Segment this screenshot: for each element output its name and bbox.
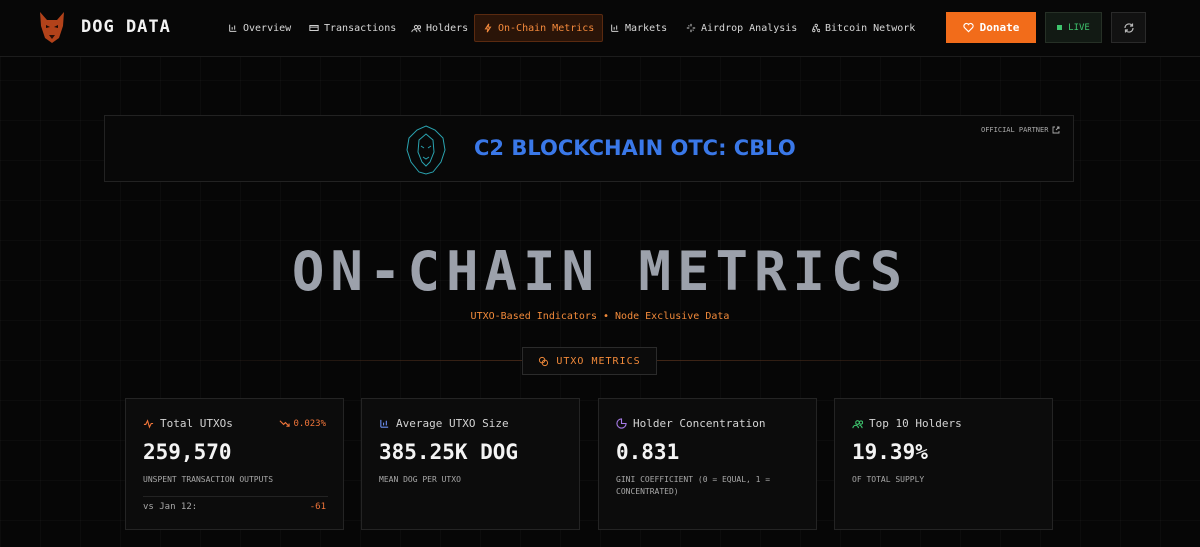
metric-card: Total UTXOs 0.023% 259,570 UNSPENT TRANSACT…: [125, 398, 344, 530]
nav-label: Markets: [625, 22, 668, 34]
section-label: UTXO METRICS: [556, 355, 641, 367]
card-caption: UNSPENT TRANSACTION OUTPUTS: [143, 475, 274, 484]
icon: [616, 418, 627, 429]
card-label-row: Holder Concentration: [616, 417, 765, 430]
nav-item[interactable]: Transactions: [300, 14, 405, 42]
change-value: 0.023%: [293, 418, 326, 429]
refresh-icon: [1123, 22, 1134, 33]
donate-button[interactable]: Donate: [946, 12, 1036, 43]
card-label: Top 10 Holders: [869, 417, 962, 430]
live-indicator[interactable]: LIVE: [1045, 12, 1102, 43]
icon: [852, 420, 863, 429]
card-label: Average UTXO Size: [396, 417, 509, 430]
card-label: Total UTXOs: [160, 417, 233, 430]
nav-item[interactable]: Overview: [219, 14, 300, 42]
donate-label: Donate: [979, 21, 1020, 34]
card-caption: GINI COEFFICIENT (0 = EQUAL, 1 = CONCENT…: [616, 475, 771, 496]
partner-banner[interactable]: C2 BLOCKCHAIN OTC: CBLO OFFICIAL PARTNER: [104, 115, 1074, 182]
nav-item[interactable]: Bitcoin Network: [801, 14, 924, 42]
coins-icon: [539, 356, 549, 366]
card-value: 385.25K DOG: [379, 440, 519, 464]
card-label: Holder Concentration: [633, 417, 766, 430]
section-badge: UTXO METRICS: [522, 347, 657, 375]
nav-item[interactable]: Holders: [402, 14, 477, 42]
card-divider: [143, 496, 328, 497]
card-value: 0.831: [616, 440, 680, 464]
header: DOG DATA Overview Transactions Holders On-C…: [0, 0, 1200, 57]
compare-value: -61: [309, 502, 326, 512]
metric-card: Holder Concentration 0.831 GINI COEFFICIEN…: [598, 398, 817, 530]
logo[interactable]: [36, 10, 68, 44]
card-caption: MEAN DOG PER UTXO: [379, 475, 461, 484]
nav-label: Bitcoin Network: [825, 22, 916, 34]
card-caption: OF TOTAL SUPPLY: [852, 475, 925, 484]
card-label-row: Average UTXO Size: [379, 417, 509, 430]
icon: [484, 23, 492, 33]
card-value: 19.39%: [852, 440, 928, 464]
icon: [143, 419, 154, 429]
compare-label: vs Jan 12:: [143, 502, 198, 512]
icon: [380, 419, 389, 428]
heart-icon: [962, 22, 974, 33]
nav-item[interactable]: Markets: [601, 14, 676, 42]
icon: [229, 24, 237, 32]
live-dot: [1057, 25, 1063, 30]
external-icon: [1052, 126, 1060, 134]
nav-item[interactable]: Airdrop Analysis: [677, 14, 806, 42]
nav-label: On-Chain Metrics: [498, 22, 595, 34]
badge-label: OFFICIAL PARTNER: [981, 126, 1049, 134]
nav-item[interactable]: On-Chain Metrics: [474, 14, 604, 42]
icon: [686, 23, 696, 33]
lion-logo: [406, 125, 446, 175]
nav-label: Overview: [243, 22, 292, 34]
metric-card: Top 10 Holders 19.39% OF TOTAL SUPPLY: [834, 398, 1053, 530]
brand[interactable]: DOG DATA: [81, 17, 171, 37]
metric-card: Average UTXO Size 385.25K DOG MEAN DOG PER…: [361, 398, 580, 530]
partner-badge[interactable]: OFFICIAL PARTNER: [981, 126, 1060, 134]
nav-label: Airdrop Analysis: [701, 22, 798, 34]
hero-subtitle: UTXO-Based Indicators • Node Exclusive D…: [470, 311, 730, 322]
card-change: 0.023%: [279, 418, 326, 429]
icon: [611, 24, 619, 32]
nav-label: Transactions: [324, 22, 397, 34]
card-label-row: Top 10 Holders: [852, 417, 962, 430]
hero-title: ON-CHAIN METRICS: [291, 240, 909, 303]
icon: [812, 23, 820, 33]
banner-title: C2 BLOCKCHAIN OTC: CBLO: [474, 136, 796, 160]
nav-label: Holders: [426, 22, 469, 34]
icon: [280, 420, 291, 427]
card-label-row: Total UTXOs: [143, 417, 233, 430]
live-label: LIVE: [1068, 22, 1090, 33]
card-value: 259,570: [143, 440, 232, 464]
icon: [309, 25, 319, 31]
icon: [411, 25, 421, 33]
refresh-button[interactable]: [1111, 12, 1146, 43]
